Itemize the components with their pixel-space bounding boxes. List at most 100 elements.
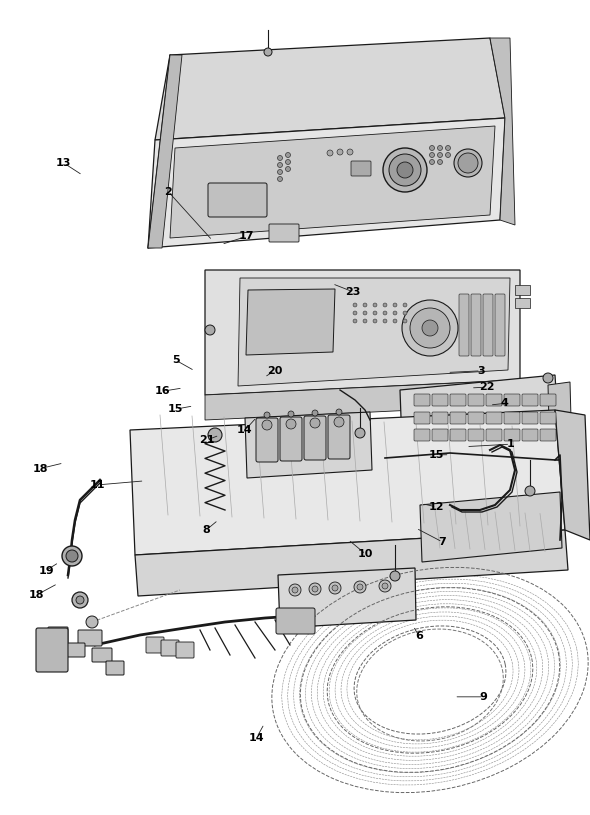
Polygon shape: [246, 289, 335, 355]
Circle shape: [438, 160, 442, 165]
Circle shape: [445, 152, 451, 157]
FancyBboxPatch shape: [483, 294, 493, 356]
FancyBboxPatch shape: [48, 627, 68, 643]
Text: 12: 12: [429, 502, 444, 512]
Circle shape: [347, 149, 353, 155]
Circle shape: [286, 419, 296, 429]
Polygon shape: [555, 410, 590, 540]
FancyBboxPatch shape: [176, 642, 194, 658]
Polygon shape: [130, 410, 565, 555]
FancyBboxPatch shape: [504, 429, 520, 441]
FancyBboxPatch shape: [522, 394, 538, 406]
Circle shape: [445, 146, 451, 151]
Circle shape: [402, 300, 458, 356]
Text: 4: 4: [500, 399, 509, 408]
FancyBboxPatch shape: [65, 643, 85, 657]
Circle shape: [336, 409, 342, 415]
Polygon shape: [148, 118, 505, 248]
FancyBboxPatch shape: [432, 429, 448, 441]
Text: 2: 2: [164, 187, 172, 196]
Circle shape: [403, 319, 407, 323]
FancyBboxPatch shape: [414, 429, 430, 441]
FancyBboxPatch shape: [450, 412, 466, 424]
Circle shape: [353, 319, 357, 323]
FancyBboxPatch shape: [78, 630, 102, 646]
Text: 14: 14: [237, 425, 253, 435]
Circle shape: [353, 303, 357, 307]
FancyBboxPatch shape: [486, 412, 502, 424]
Circle shape: [525, 486, 535, 496]
Circle shape: [66, 550, 78, 562]
Circle shape: [383, 311, 387, 315]
Circle shape: [329, 582, 341, 594]
FancyBboxPatch shape: [146, 637, 164, 653]
Circle shape: [379, 580, 391, 592]
Polygon shape: [400, 375, 560, 472]
Circle shape: [354, 581, 366, 593]
Text: 3: 3: [477, 366, 484, 376]
Circle shape: [393, 319, 397, 323]
FancyBboxPatch shape: [92, 648, 112, 662]
FancyBboxPatch shape: [515, 298, 530, 308]
Circle shape: [292, 587, 298, 593]
Circle shape: [383, 148, 427, 192]
Circle shape: [312, 410, 318, 416]
Circle shape: [390, 571, 400, 581]
Text: 8: 8: [202, 525, 211, 535]
Circle shape: [264, 412, 270, 418]
Circle shape: [334, 417, 344, 427]
FancyBboxPatch shape: [414, 412, 430, 424]
Circle shape: [410, 308, 450, 348]
Text: 15: 15: [429, 450, 444, 460]
Circle shape: [208, 428, 222, 442]
Circle shape: [355, 428, 365, 438]
Text: 16: 16: [155, 386, 171, 396]
Polygon shape: [135, 530, 568, 596]
FancyBboxPatch shape: [540, 412, 556, 424]
Circle shape: [383, 319, 387, 323]
FancyBboxPatch shape: [515, 285, 530, 295]
Circle shape: [277, 162, 283, 168]
Circle shape: [277, 156, 283, 161]
Text: 19: 19: [38, 566, 54, 575]
FancyBboxPatch shape: [468, 394, 484, 406]
Circle shape: [327, 150, 333, 156]
FancyBboxPatch shape: [459, 294, 469, 356]
Text: 1: 1: [506, 439, 514, 449]
Circle shape: [403, 311, 407, 315]
FancyBboxPatch shape: [432, 394, 448, 406]
FancyBboxPatch shape: [540, 429, 556, 441]
Text: 7: 7: [438, 537, 447, 547]
FancyBboxPatch shape: [351, 161, 371, 176]
Text: 11: 11: [90, 480, 105, 490]
Circle shape: [205, 325, 215, 335]
Circle shape: [454, 149, 482, 177]
FancyBboxPatch shape: [304, 416, 326, 460]
Polygon shape: [205, 380, 520, 420]
Text: 21: 21: [199, 435, 214, 445]
Text: 9: 9: [480, 692, 488, 702]
Circle shape: [312, 586, 318, 592]
FancyBboxPatch shape: [208, 183, 267, 217]
FancyBboxPatch shape: [471, 294, 481, 356]
Circle shape: [62, 546, 82, 566]
Circle shape: [357, 584, 363, 590]
FancyBboxPatch shape: [36, 628, 68, 672]
Circle shape: [430, 160, 434, 165]
Text: 14: 14: [249, 733, 264, 742]
Polygon shape: [245, 412, 372, 478]
Circle shape: [289, 584, 301, 596]
Text: 6: 6: [415, 631, 423, 641]
Circle shape: [363, 303, 367, 307]
Circle shape: [309, 583, 321, 595]
Polygon shape: [420, 492, 562, 562]
Circle shape: [373, 303, 377, 307]
FancyBboxPatch shape: [450, 429, 466, 441]
Circle shape: [393, 311, 397, 315]
FancyBboxPatch shape: [106, 661, 124, 675]
Polygon shape: [548, 382, 572, 460]
Circle shape: [363, 311, 367, 315]
Text: 10: 10: [358, 549, 373, 559]
Circle shape: [76, 596, 84, 604]
FancyBboxPatch shape: [256, 418, 278, 462]
